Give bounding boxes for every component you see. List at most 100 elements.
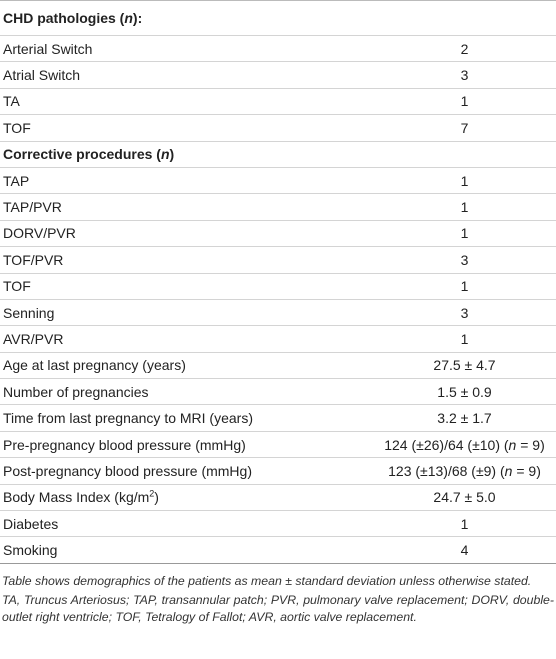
text-segment: TA [3, 93, 20, 110]
row-value: 1.5 ± 0.9 [373, 384, 556, 400]
text-segment: 1 [460, 330, 469, 347]
footnotes: Table shows demographics of the patients… [0, 564, 556, 626]
text-segment: 7 [460, 119, 469, 136]
text-segment: Corrective procedures ( [3, 146, 161, 163]
row-value: 124 (±26)/64 (±10) (n = 9) [373, 437, 556, 453]
text-segment: 1 [460, 225, 469, 242]
text-segment: n [124, 10, 133, 26]
row-value: 1 [373, 93, 556, 109]
footnote: TA, Truncus Arteriosus; TAP, transannula… [2, 593, 554, 624]
text-segment: Senning [3, 304, 55, 321]
table-row: TAP 1 [0, 168, 556, 195]
row-label: TAP [0, 173, 373, 189]
text-segment: Body Mass Index (kg/m [3, 489, 150, 506]
row-label: CHD pathologies (n): [0, 10, 373, 26]
row-label: TA [0, 93, 373, 109]
text-segment: TAP/PVR [3, 199, 62, 216]
row-value: 3.2 ± 1.7 [373, 410, 556, 426]
text-segment: ): [132, 10, 143, 26]
row-label: Smoking [0, 542, 373, 558]
row-label: Arterial Switch [0, 41, 373, 57]
text-segment: 4 [460, 542, 469, 559]
table-row: TOF 1 [0, 274, 556, 300]
text-segment: AVR/PVR [3, 330, 64, 347]
row-label: AVR/PVR [0, 331, 373, 347]
table-row: Post-pregnancy blood pressure (mmHg) 123 … [0, 458, 556, 485]
text-segment: ) [154, 489, 159, 506]
row-label: Atrial Switch [0, 67, 373, 83]
table-row: Corrective procedures (n) [0, 142, 556, 168]
text-segment: 2 [460, 40, 469, 57]
row-label: TOF/PVR [0, 252, 373, 268]
row-label: Body Mass Index (kg/m2) [0, 489, 373, 505]
text-segment: 124 (±26)/64 (±10) ( [384, 436, 509, 453]
row-value: 27.5 ± 4.7 [373, 357, 556, 373]
table-row: AVR/PVR 1 [0, 326, 556, 353]
text-segment: TOF [3, 278, 31, 295]
row-label: TOF [0, 120, 373, 136]
row-label: TAP/PVR [0, 199, 373, 215]
text-segment: Diabetes [3, 515, 59, 532]
row-value: 3 [373, 67, 556, 83]
row-value: 3 [373, 305, 556, 321]
text-segment: 1 [460, 199, 469, 216]
table-row: Age at last pregnancy (years) 27.5 ± 4.7 [0, 353, 556, 380]
row-value: 123 (±13)/68 (±9) (n = 9) [373, 463, 556, 479]
text-segment: Atrial Switch [3, 67, 81, 84]
text-segment: 3 [460, 67, 469, 84]
text-segment: 27.5 ± 4.7 [433, 357, 496, 374]
table-row: Smoking 4 [0, 537, 556, 564]
row-label: Number of pregnancies [0, 384, 373, 400]
text-segment: TAP [3, 172, 30, 189]
text-segment: TOF [3, 119, 31, 136]
table-row: TOF 7 [0, 115, 556, 142]
text-segment: 2 [149, 488, 155, 499]
row-value: 24.7 ± 5.0 [373, 489, 556, 505]
row-label: TOF [0, 278, 373, 294]
text-segment: = 9) [516, 436, 545, 453]
row-value: 1 [373, 225, 556, 241]
text-segment: ) [169, 146, 175, 163]
text-segment: TOF/PVR [3, 251, 64, 268]
footnote: Table shows demographics of the patients… [2, 573, 532, 588]
text-segment: Smoking [3, 542, 58, 559]
row-value: 4 [373, 542, 556, 558]
row-value: 1 [373, 278, 556, 294]
table-row: Body Mass Index (kg/m2) 24.7 ± 5.0 [0, 485, 556, 512]
table-row: Atrial Switch 3 [0, 62, 556, 89]
text-segment: n [160, 146, 170, 163]
text-segment: 1 [460, 515, 469, 532]
row-value: 1 [373, 199, 556, 215]
text-segment: Age at last pregnancy (years) [3, 357, 186, 374]
table-row: CHD pathologies (n): [0, 1, 556, 36]
table-row: Time from last pregnancy to MRI (years) 3… [0, 405, 556, 432]
row-label: Pre-pregnancy blood pressure (mmHg) [0, 437, 373, 453]
table-row: TA 1 [0, 89, 556, 116]
row-value: 3 [373, 252, 556, 268]
text-segment: 3 [460, 251, 469, 268]
text-segment: 1 [460, 93, 469, 110]
row-label: Age at last pregnancy (years) [0, 357, 373, 373]
text-segment: 3.2 ± 1.7 [437, 410, 492, 427]
text-segment: DORV/PVR [3, 225, 76, 242]
table-row: Senning 3 [0, 300, 556, 327]
text-segment: Time from last pregnancy to MRI (years) [3, 410, 253, 427]
text-segment: 24.7 ± 5.0 [433, 489, 496, 506]
text-segment: Number of pregnancies [3, 383, 149, 400]
text-segment: n [508, 436, 517, 453]
table-row: TOF/PVR 3 [0, 247, 556, 274]
row-value: 1 [373, 516, 556, 532]
row-value: 1 [373, 331, 556, 347]
table-row: DORV/PVR 1 [0, 221, 556, 248]
text-segment: Arterial Switch [3, 40, 93, 57]
table: CHD pathologies (n): Arterial Switch 2 Atri… [0, 0, 556, 564]
text-segment: n [504, 462, 513, 479]
row-label: Corrective procedures (n) [0, 146, 373, 162]
row-value: 1 [373, 173, 556, 189]
row-label: DORV/PVR [0, 225, 373, 241]
text-segment: 1 [460, 278, 469, 295]
row-label: Time from last pregnancy to MRI (years) [0, 410, 373, 426]
row-value: 2 [373, 41, 556, 57]
text-segment: CHD pathologies ( [3, 10, 125, 26]
